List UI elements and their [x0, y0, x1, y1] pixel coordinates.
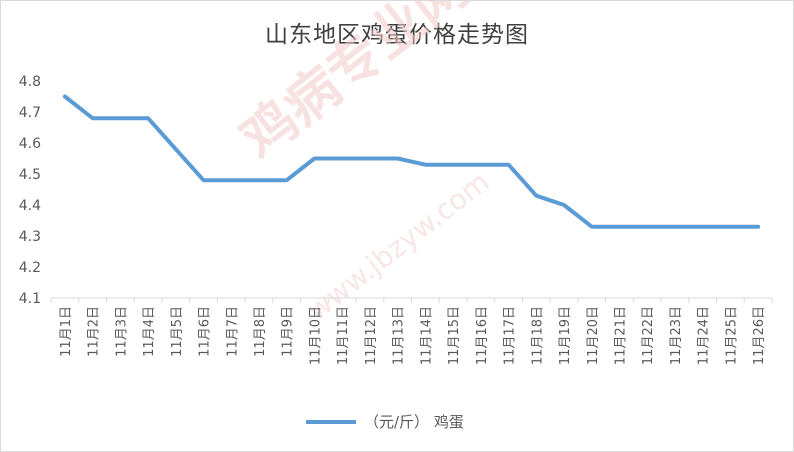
x-tick-label: 11月21日: [613, 306, 628, 365]
x-tick-label: 11月1日: [59, 306, 74, 357]
y-axis-tick-labels: 4.1 4.2 4.3 4.4 4.5 4.6 4.7 4.8: [19, 74, 41, 307]
x-tick-label: 11月20日: [586, 306, 601, 365]
x-tick-label: 11月25日: [724, 306, 739, 365]
x-tick-label: 11月12日: [364, 306, 379, 365]
x-tick-label: 11月14日: [419, 306, 434, 365]
y-tick-label: 4.7: [19, 105, 41, 121]
y-tick-label: 4.2: [19, 260, 41, 276]
x-tick-label: 11月6日: [198, 306, 213, 357]
x-tick-label: 11月23日: [669, 306, 684, 365]
x-tick-label: 11月2日: [87, 306, 102, 357]
y-tick-label: 4.6: [19, 136, 41, 152]
x-tick-label: 11月26日: [752, 306, 767, 365]
x-tick-label: 11月4日: [142, 306, 157, 357]
x-tick-label: 11月16日: [475, 306, 490, 365]
x-tick-label: 11月10日: [308, 306, 323, 365]
x-tick-label: 11月5日: [170, 306, 185, 357]
x-axis-tick-labels: 11月1日 11月2日 11月3日 11月4日 11月5日 11月6日 11月7日 11月8日…: [59, 306, 767, 365]
y-tick-label: 4.3: [19, 229, 41, 245]
x-tick-label: 11月11日: [336, 306, 351, 365]
x-tick-label: 11月22日: [641, 306, 656, 365]
x-tick-label: 11月8日: [253, 306, 268, 357]
x-tick-label: 11月9日: [281, 306, 296, 357]
y-tick-label: 4.1: [19, 291, 41, 307]
y-tick-label: 4.8: [19, 74, 41, 90]
x-tick-label: 11月18日: [530, 306, 545, 365]
x-tick-label: 11月7日: [225, 306, 240, 357]
legend-entry-label: （元/斤） 鸡蛋: [364, 413, 464, 431]
y-tick-label: 4.4: [19, 198, 41, 214]
y-tick-label: 4.5: [19, 167, 41, 183]
x-tick-label: 11月17日: [503, 306, 518, 365]
x-tick-label: 11月15日: [447, 306, 462, 365]
series-line-0: [62, 94, 761, 229]
x-tick-label: 11月19日: [558, 306, 573, 365]
chart-title: 山东地区鸡蛋价格走势图: [265, 22, 529, 48]
x-axis-ticks: [50, 298, 773, 303]
x-tick-label: 11月13日: [392, 306, 407, 365]
x-tick-label: 11月24日: [697, 306, 712, 365]
series-group: [62, 94, 761, 229]
x-tick-label: 11月3日: [114, 306, 129, 357]
